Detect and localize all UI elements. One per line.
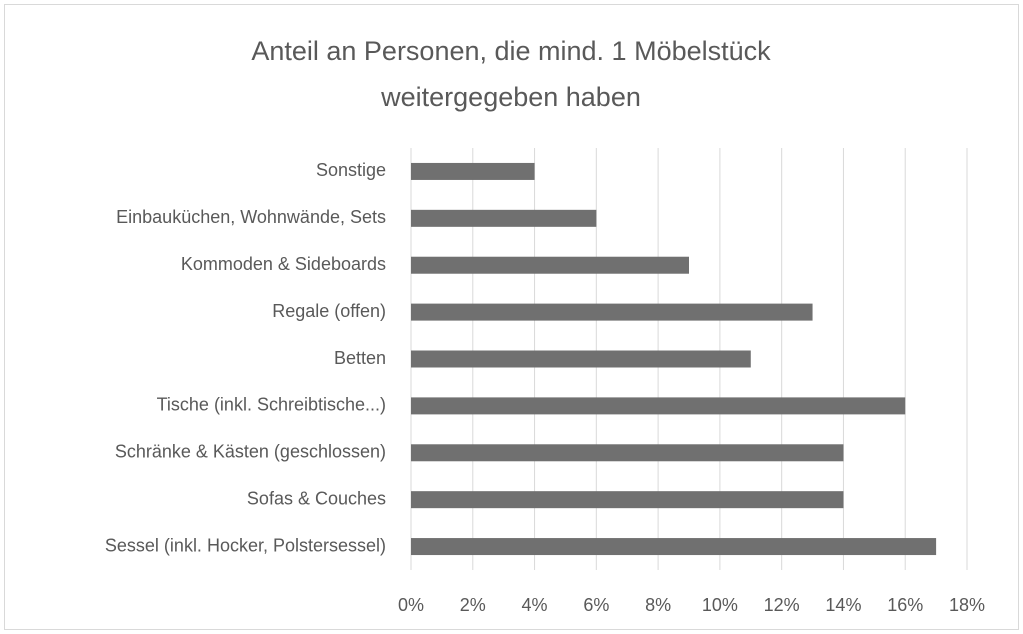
x-tick-label: 12% bbox=[764, 595, 800, 615]
x-tick-label: 10% bbox=[702, 595, 738, 615]
y-tick-label: Betten bbox=[334, 348, 386, 368]
y-tick-label: Tische (inkl. Schreibtische...) bbox=[157, 395, 386, 415]
bar bbox=[411, 303, 813, 321]
y-tick-label: Sofas & Couches bbox=[247, 488, 386, 508]
bar bbox=[411, 397, 906, 415]
x-tick-label: 16% bbox=[887, 595, 923, 615]
y-tick-label: Kommoden & Sideboards bbox=[181, 254, 386, 274]
bar bbox=[411, 162, 535, 180]
y-tick-label: Sonstige bbox=[316, 160, 386, 180]
x-tick-label: 14% bbox=[825, 595, 861, 615]
x-tick-label: 4% bbox=[522, 595, 548, 615]
x-tick-label: 2% bbox=[460, 595, 486, 615]
y-tick-label: Einbauküchen, Wohnwände, Sets bbox=[116, 207, 386, 227]
bar bbox=[411, 209, 597, 227]
chart-border bbox=[4, 4, 1019, 630]
y-tick-label: Regale (offen) bbox=[272, 301, 386, 321]
bar bbox=[411, 491, 844, 509]
y-tick-label: Schränke & Kästen (geschlossen) bbox=[115, 442, 386, 462]
bar bbox=[411, 256, 689, 274]
chart-title: Anteil an Personen, die mind. 1 Möbelstü… bbox=[251, 36, 771, 112]
bar bbox=[411, 538, 937, 556]
x-tick-label: 0% bbox=[398, 595, 424, 615]
x-tick-label: 6% bbox=[583, 595, 609, 615]
x-tick-label: 18% bbox=[949, 595, 985, 615]
bar bbox=[411, 350, 751, 368]
x-tick-label: 8% bbox=[645, 595, 671, 615]
y-tick-label: Sessel (inkl. Hocker, Polstersessel) bbox=[105, 535, 386, 555]
bar bbox=[411, 444, 844, 462]
